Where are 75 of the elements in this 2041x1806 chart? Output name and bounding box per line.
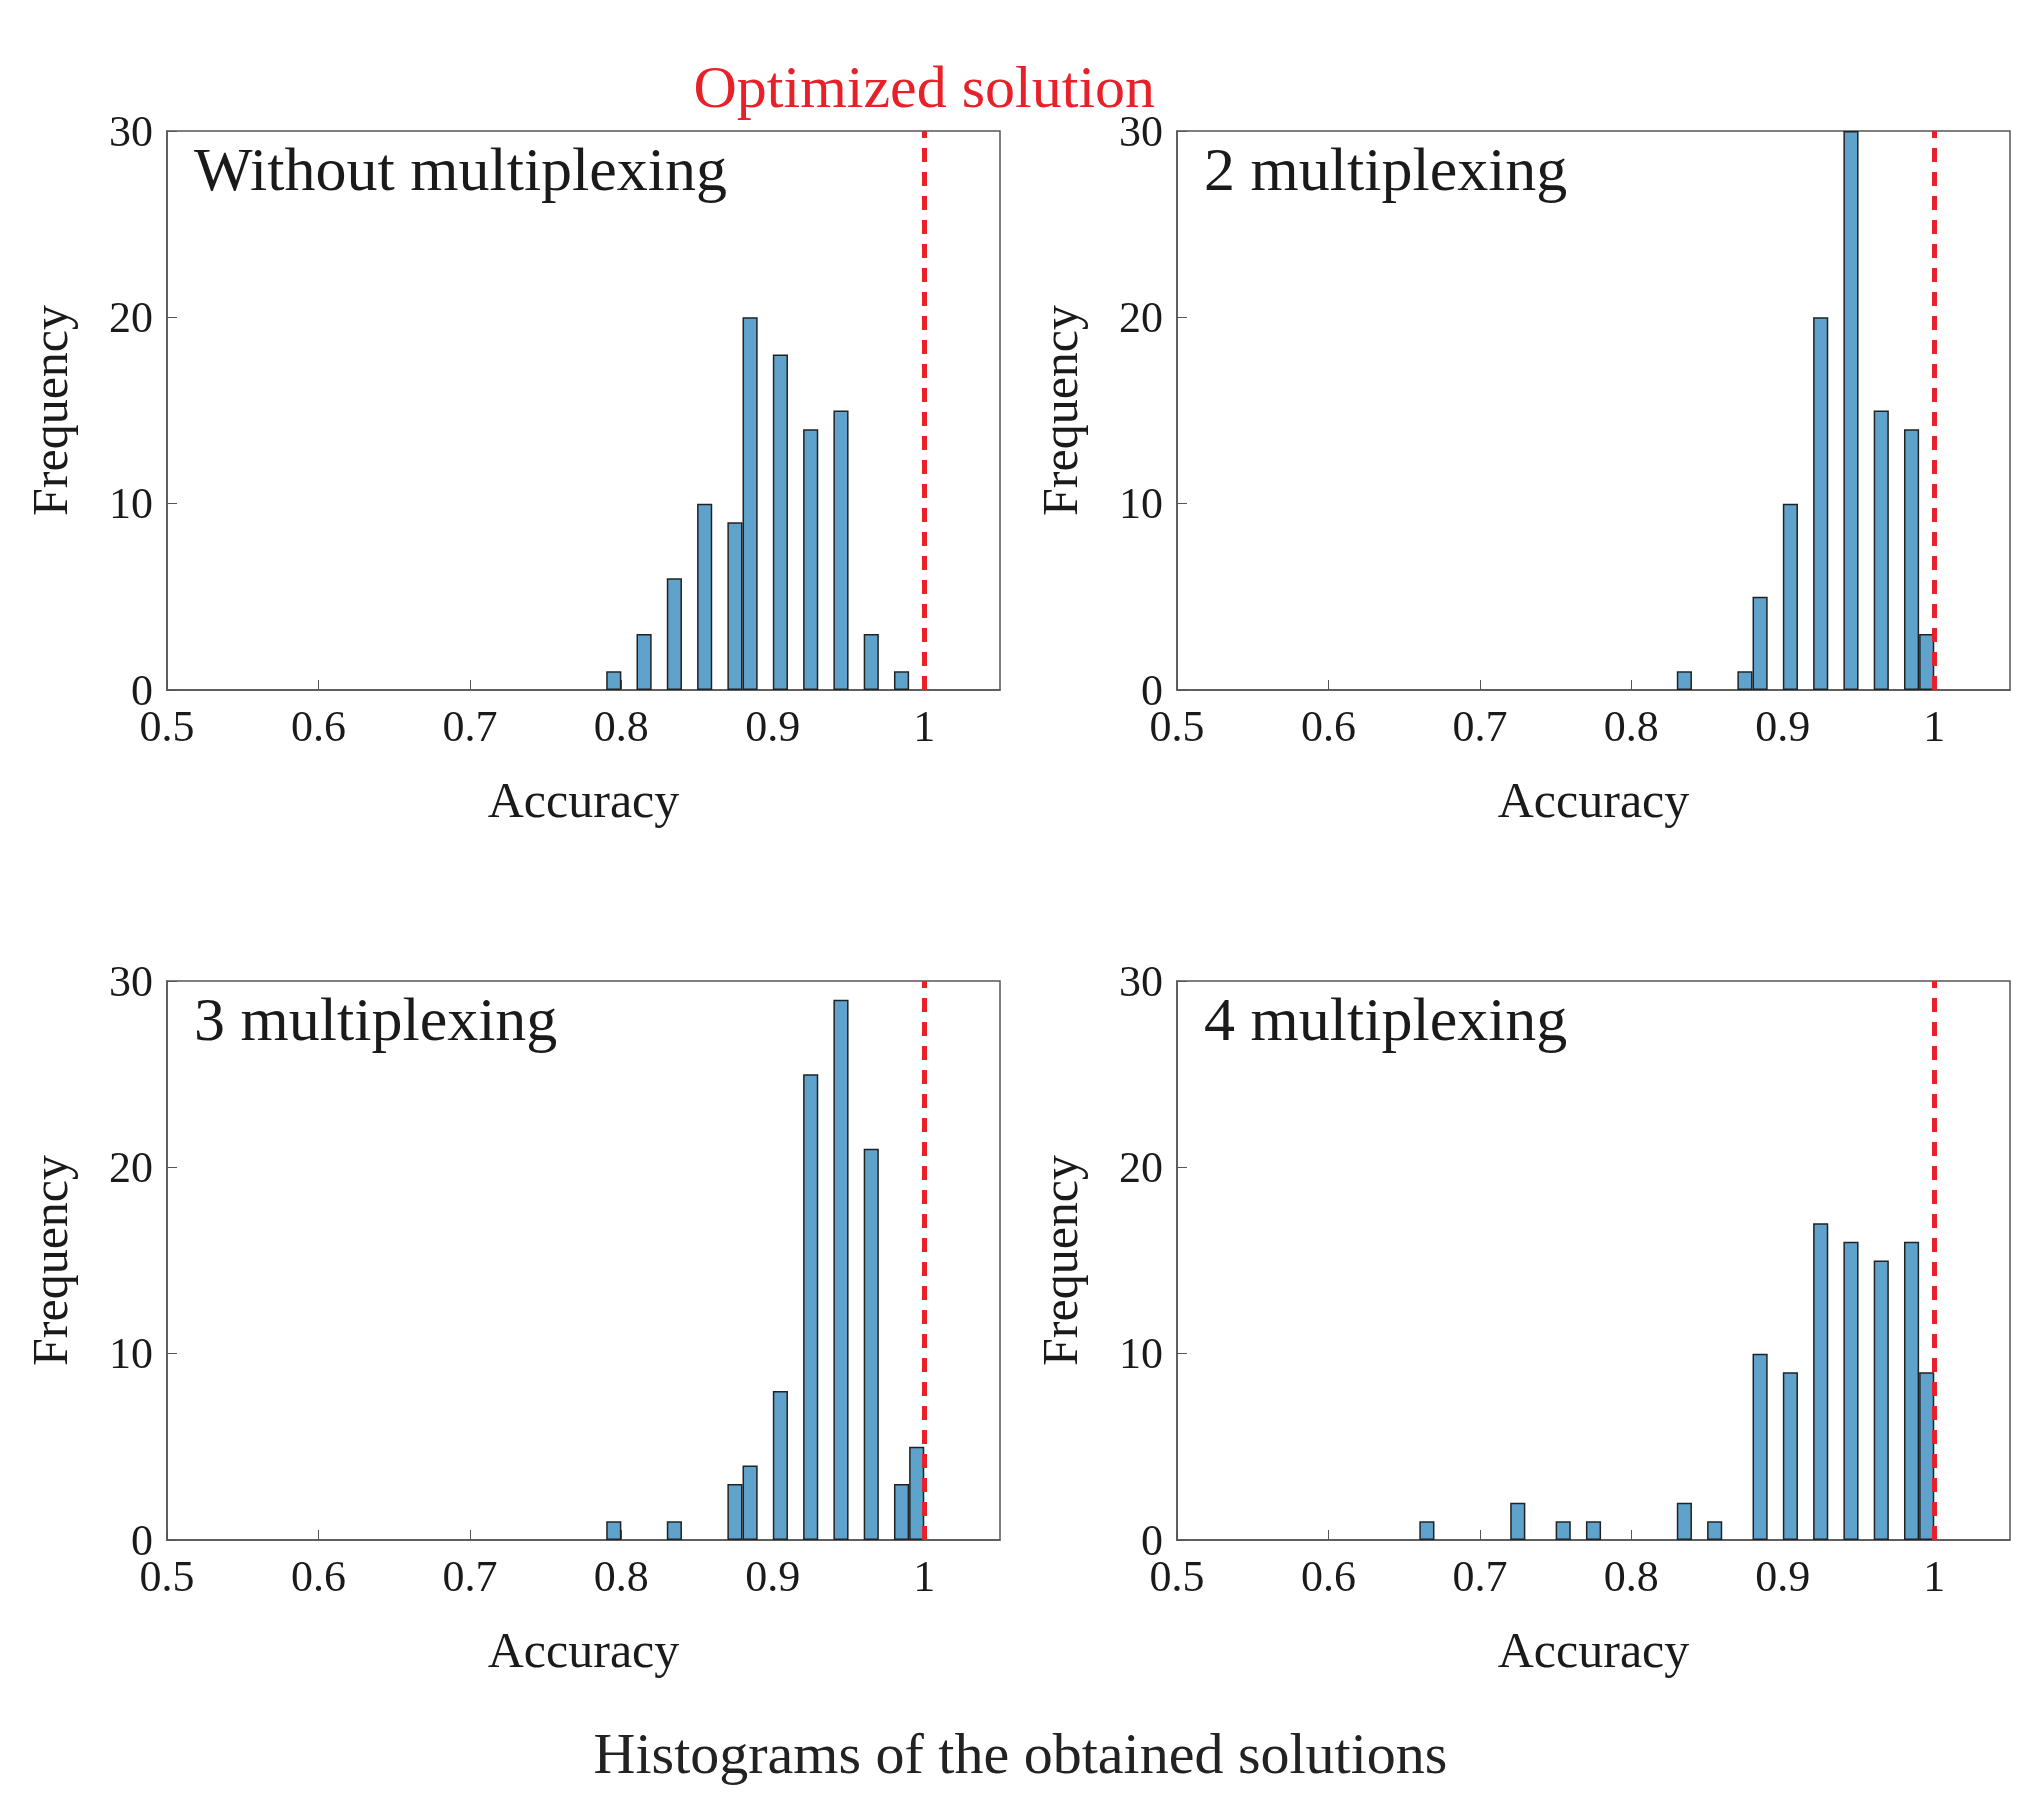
bar: [606, 1521, 622, 1540]
bar: [666, 1521, 682, 1540]
y-tick-label: 10: [109, 1329, 153, 1379]
x-tick-label: 0.9: [1755, 701, 1811, 751]
bar: [606, 671, 622, 690]
x-tick-label: 0.7: [1452, 1551, 1508, 1601]
bar: [1707, 1521, 1723, 1540]
y-tick-label: 10: [1119, 1329, 1163, 1379]
bar: [1419, 1521, 1435, 1540]
x-tick-label: 1: [913, 1551, 936, 1601]
bar: [833, 410, 849, 690]
x-tick-label: 0.6: [290, 1551, 346, 1601]
y-tick-label: 30: [109, 106, 153, 156]
x-tick-label: 0.7: [442, 701, 498, 751]
y-tick-label: 20: [109, 292, 153, 342]
y-tick-label: 10: [1119, 479, 1163, 529]
x-axis-title: Accuracy: [487, 772, 680, 828]
chart-title: Without multiplexing: [194, 135, 728, 203]
bar: [1782, 1372, 1798, 1540]
bar: [1676, 1502, 1692, 1540]
bar: [772, 354, 788, 690]
bar: [893, 671, 910, 690]
bar: [863, 634, 879, 690]
y-axis-title: Frequency: [22, 1154, 78, 1367]
x-tick-label: 1: [1923, 1551, 1946, 1601]
bar: [636, 634, 652, 690]
x-tick-label: 0.9: [745, 1551, 801, 1601]
bar: [1873, 1260, 1889, 1540]
y-axis-title: Frequency: [1032, 304, 1088, 517]
x-tick-label: 0.8: [593, 1551, 649, 1601]
bar: [1782, 503, 1798, 690]
y-tick-label: 20: [1119, 1142, 1163, 1192]
bar: [666, 578, 682, 690]
y-axis-title: Frequency: [22, 304, 78, 517]
bar: [1843, 1241, 1859, 1540]
x-tick-label: 0.9: [1755, 1551, 1811, 1601]
bar: [1813, 1223, 1829, 1540]
x-tick-label: 1: [1923, 701, 1946, 751]
bar: [1676, 671, 1692, 690]
x-tick-label: 0.9: [745, 701, 801, 751]
x-tick-label: 0.6: [1300, 1551, 1356, 1601]
bar: [772, 1390, 788, 1540]
x-tick-label: 0.8: [1603, 1551, 1659, 1601]
text: Histograms of the obtained solutions: [592, 1720, 1449, 1787]
bar: [1585, 1521, 1602, 1540]
x-axis-title: Accuracy: [1497, 772, 1690, 828]
y-axis-title: Frequency: [1032, 1154, 1088, 1367]
x-tick-label: 0.7: [442, 1551, 498, 1601]
bar: [1843, 131, 1859, 690]
x-tick-label: 0.8: [593, 701, 649, 751]
bar: [1873, 410, 1889, 690]
chart-title: 4 multiplexing: [1204, 985, 1568, 1053]
x-tick-label: 0.6: [290, 701, 346, 751]
bar: [803, 429, 819, 690]
bar: [697, 503, 713, 690]
y-tick-label: 20: [109, 1142, 153, 1192]
x-tick-label: 0.8: [1603, 701, 1659, 751]
bar: [833, 999, 849, 1540]
x-axis-title: Accuracy: [1497, 1622, 1690, 1678]
y-tick-label: 10: [109, 479, 153, 529]
bar: [803, 1074, 819, 1540]
bar: [1555, 1521, 1571, 1540]
chart-title: 3 multiplexing: [194, 985, 558, 1053]
chart-title: 2 multiplexing: [1204, 135, 1568, 203]
y-tick-label: 30: [109, 956, 153, 1006]
x-tick-label: 0.7: [1452, 701, 1508, 751]
bar: [1752, 1353, 1768, 1540]
x-tick-label: 0.6: [1300, 701, 1356, 751]
bar: [1510, 1502, 1526, 1540]
bar: [1813, 317, 1829, 690]
bar: [863, 1148, 879, 1540]
x-tick-label: 1: [913, 701, 936, 751]
y-tick-label: 30: [1119, 956, 1163, 1006]
y-tick-label: 20: [1119, 292, 1163, 342]
x-axis-title: Accuracy: [487, 1622, 680, 1678]
